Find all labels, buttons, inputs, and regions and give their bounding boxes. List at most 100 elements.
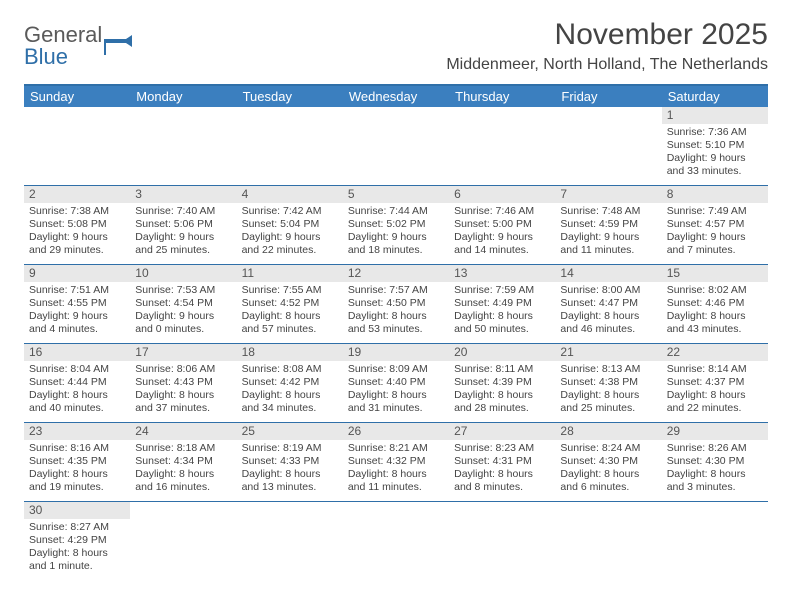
daylight-text: Daylight: 8 hours and 16 minutes. xyxy=(135,468,231,494)
calendar-day: 24Sunrise: 8:18 AMSunset: 4:34 PMDayligh… xyxy=(130,423,236,501)
sunrise-text: Sunrise: 8:11 AM xyxy=(454,363,550,376)
calendar-day: 30Sunrise: 8:27 AMSunset: 4:29 PMDayligh… xyxy=(24,502,130,580)
sunrise-text: Sunrise: 8:18 AM xyxy=(135,442,231,455)
calendar-day: 2Sunrise: 7:38 AMSunset: 5:08 PMDaylight… xyxy=(24,186,130,264)
calendar-day: 12Sunrise: 7:57 AMSunset: 4:50 PMDayligh… xyxy=(343,265,449,343)
location-text: Middenmeer, North Holland, The Netherlan… xyxy=(446,56,768,74)
day-number: 25 xyxy=(237,423,343,440)
calendar-day: 29Sunrise: 8:26 AMSunset: 4:30 PMDayligh… xyxy=(662,423,768,501)
sunset-text: Sunset: 4:49 PM xyxy=(454,297,550,310)
logo: General Blue xyxy=(24,24,134,68)
day-number: 16 xyxy=(24,344,130,361)
sunrise-text: Sunrise: 8:08 AM xyxy=(242,363,338,376)
calendar-day xyxy=(555,502,661,580)
daylight-text: Daylight: 8 hours and 11 minutes. xyxy=(348,468,444,494)
daylight-text: Daylight: 9 hours and 29 minutes. xyxy=(29,231,125,257)
sunrise-text: Sunrise: 7:49 AM xyxy=(667,205,763,218)
daylight-text: Daylight: 9 hours and 18 minutes. xyxy=(348,231,444,257)
daylight-text: Daylight: 9 hours and 0 minutes. xyxy=(135,310,231,336)
day-number: 11 xyxy=(237,265,343,282)
sunset-text: Sunset: 4:33 PM xyxy=(242,455,338,468)
sunrise-text: Sunrise: 8:21 AM xyxy=(348,442,444,455)
daylight-text: Daylight: 8 hours and 25 minutes. xyxy=(560,389,656,415)
day-details: Sunrise: 8:02 AMSunset: 4:46 PMDaylight:… xyxy=(662,282,768,341)
sunrise-text: Sunrise: 7:46 AM xyxy=(454,205,550,218)
sunrise-text: Sunrise: 8:14 AM xyxy=(667,363,763,376)
daylight-text: Daylight: 8 hours and 34 minutes. xyxy=(242,389,338,415)
day-number: 14 xyxy=(555,265,661,282)
day-number: 4 xyxy=(237,186,343,203)
sunrise-text: Sunrise: 7:51 AM xyxy=(29,284,125,297)
daylight-text: Daylight: 8 hours and 13 minutes. xyxy=(242,468,338,494)
day-number: 6 xyxy=(449,186,555,203)
calendar-week: 30Sunrise: 8:27 AMSunset: 4:29 PMDayligh… xyxy=(24,502,768,580)
calendar-day: 10Sunrise: 7:53 AMSunset: 4:54 PMDayligh… xyxy=(130,265,236,343)
sunset-text: Sunset: 4:35 PM xyxy=(29,455,125,468)
sunrise-text: Sunrise: 8:24 AM xyxy=(560,442,656,455)
calendar-day xyxy=(130,107,236,185)
day-number: 13 xyxy=(449,265,555,282)
day-details: Sunrise: 7:49 AMSunset: 4:57 PMDaylight:… xyxy=(662,203,768,262)
day-details: Sunrise: 8:18 AMSunset: 4:34 PMDaylight:… xyxy=(130,440,236,499)
sunrise-text: Sunrise: 7:38 AM xyxy=(29,205,125,218)
daylight-text: Daylight: 9 hours and 22 minutes. xyxy=(242,231,338,257)
day-number: 30 xyxy=(24,502,130,519)
day-details: Sunrise: 7:38 AMSunset: 5:08 PMDaylight:… xyxy=(24,203,130,262)
day-number: 28 xyxy=(555,423,661,440)
calendar-day: 28Sunrise: 8:24 AMSunset: 4:30 PMDayligh… xyxy=(555,423,661,501)
sunset-text: Sunset: 5:06 PM xyxy=(135,218,231,231)
day-number: 21 xyxy=(555,344,661,361)
day-number: 15 xyxy=(662,265,768,282)
day-details: Sunrise: 8:19 AMSunset: 4:33 PMDaylight:… xyxy=(237,440,343,499)
day-number: 19 xyxy=(343,344,449,361)
sunset-text: Sunset: 4:55 PM xyxy=(29,297,125,310)
day-details: Sunrise: 8:08 AMSunset: 4:42 PMDaylight:… xyxy=(237,361,343,420)
day-number: 18 xyxy=(237,344,343,361)
day-details: Sunrise: 8:11 AMSunset: 4:39 PMDaylight:… xyxy=(449,361,555,420)
sunset-text: Sunset: 4:29 PM xyxy=(29,534,125,547)
sunrise-text: Sunrise: 8:16 AM xyxy=(29,442,125,455)
calendar-week: 2Sunrise: 7:38 AMSunset: 5:08 PMDaylight… xyxy=(24,186,768,265)
sunset-text: Sunset: 4:34 PM xyxy=(135,455,231,468)
sunrise-text: Sunrise: 8:09 AM xyxy=(348,363,444,376)
daylight-text: Daylight: 8 hours and 53 minutes. xyxy=(348,310,444,336)
calendar-day: 22Sunrise: 8:14 AMSunset: 4:37 PMDayligh… xyxy=(662,344,768,422)
sunset-text: Sunset: 5:02 PM xyxy=(348,218,444,231)
calendar-day: 20Sunrise: 8:11 AMSunset: 4:39 PMDayligh… xyxy=(449,344,555,422)
weekday-header: Sunday xyxy=(24,86,130,107)
sunset-text: Sunset: 4:42 PM xyxy=(242,376,338,389)
calendar-day xyxy=(343,107,449,185)
calendar: Sunday Monday Tuesday Wednesday Thursday… xyxy=(24,84,768,580)
sunset-text: Sunset: 4:50 PM xyxy=(348,297,444,310)
calendar-week: 1Sunrise: 7:36 AMSunset: 5:10 PMDaylight… xyxy=(24,107,768,186)
daylight-text: Daylight: 8 hours and 3 minutes. xyxy=(667,468,763,494)
daylight-text: Daylight: 8 hours and 28 minutes. xyxy=(454,389,550,415)
day-number: 29 xyxy=(662,423,768,440)
calendar-day: 8Sunrise: 7:49 AMSunset: 4:57 PMDaylight… xyxy=(662,186,768,264)
calendar-day: 15Sunrise: 8:02 AMSunset: 4:46 PMDayligh… xyxy=(662,265,768,343)
page-title: November 2025 xyxy=(446,18,768,52)
day-number: 17 xyxy=(130,344,236,361)
day-number: 8 xyxy=(662,186,768,203)
day-number: 2 xyxy=(24,186,130,203)
logo-text-blue: Blue xyxy=(24,44,68,69)
calendar-day: 7Sunrise: 7:48 AMSunset: 4:59 PMDaylight… xyxy=(555,186,661,264)
day-details: Sunrise: 8:00 AMSunset: 4:47 PMDaylight:… xyxy=(555,282,661,341)
day-details: Sunrise: 8:09 AMSunset: 4:40 PMDaylight:… xyxy=(343,361,449,420)
day-details: Sunrise: 7:42 AMSunset: 5:04 PMDaylight:… xyxy=(237,203,343,262)
day-details: Sunrise: 8:24 AMSunset: 4:30 PMDaylight:… xyxy=(555,440,661,499)
weekday-header: Saturday xyxy=(662,86,768,107)
calendar-day: 5Sunrise: 7:44 AMSunset: 5:02 PMDaylight… xyxy=(343,186,449,264)
day-details: Sunrise: 7:46 AMSunset: 5:00 PMDaylight:… xyxy=(449,203,555,262)
daylight-text: Daylight: 9 hours and 14 minutes. xyxy=(454,231,550,257)
calendar-day: 1Sunrise: 7:36 AMSunset: 5:10 PMDaylight… xyxy=(662,107,768,185)
sunrise-text: Sunrise: 7:36 AM xyxy=(667,126,763,139)
day-details: Sunrise: 7:55 AMSunset: 4:52 PMDaylight:… xyxy=(237,282,343,341)
sunrise-text: Sunrise: 8:00 AM xyxy=(560,284,656,297)
sunrise-text: Sunrise: 8:27 AM xyxy=(29,521,125,534)
sunrise-text: Sunrise: 7:48 AM xyxy=(560,205,656,218)
day-details: Sunrise: 8:06 AMSunset: 4:43 PMDaylight:… xyxy=(130,361,236,420)
calendar-day: 18Sunrise: 8:08 AMSunset: 4:42 PMDayligh… xyxy=(237,344,343,422)
calendar-day: 17Sunrise: 8:06 AMSunset: 4:43 PMDayligh… xyxy=(130,344,236,422)
daylight-text: Daylight: 8 hours and 6 minutes. xyxy=(560,468,656,494)
